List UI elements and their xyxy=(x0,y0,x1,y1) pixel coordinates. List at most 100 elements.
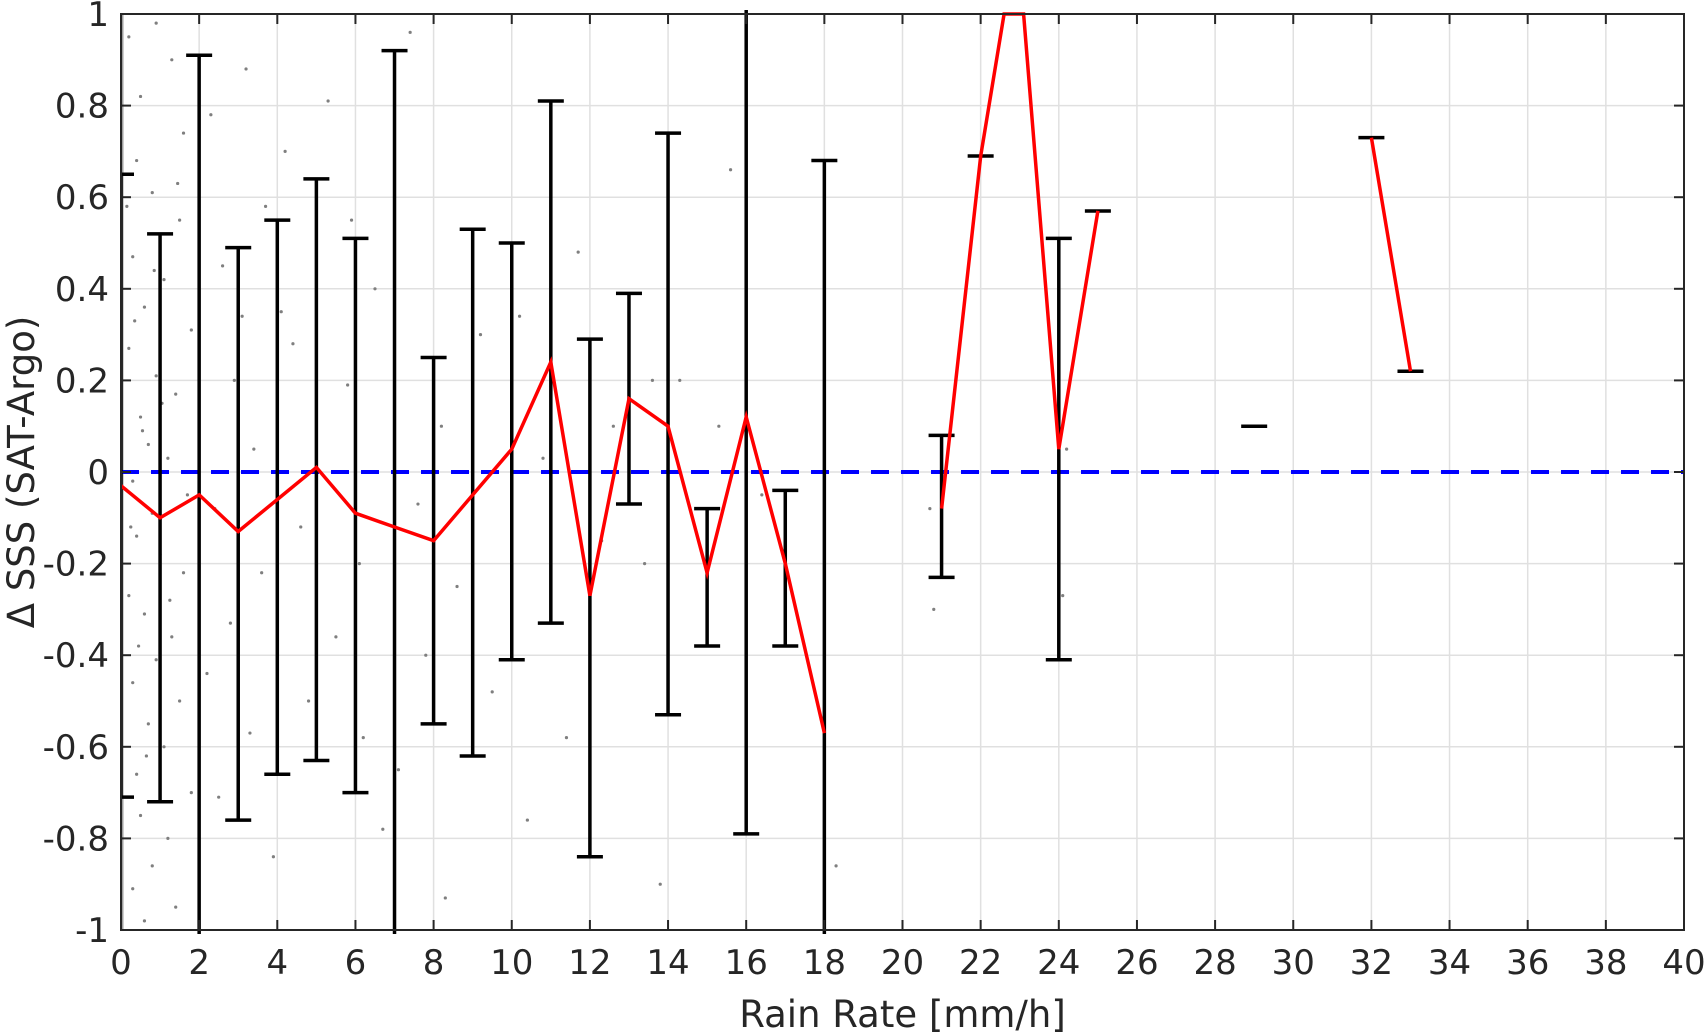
scatter-point xyxy=(205,671,209,676)
scatter-point xyxy=(373,287,377,291)
scatter-point xyxy=(166,456,170,460)
error-bar xyxy=(264,218,291,777)
scatter-point xyxy=(326,99,330,103)
scatter-point xyxy=(564,736,569,740)
scatter-point xyxy=(174,905,178,909)
scatter-point xyxy=(263,204,268,208)
x-tick-label: 2 xyxy=(188,943,210,983)
scatter-point xyxy=(279,310,283,314)
y-tick-label: 0 xyxy=(87,453,109,493)
scatter-point xyxy=(127,346,131,350)
scatter-point xyxy=(349,218,354,222)
y-tick-label: 1 xyxy=(87,0,109,35)
scatter-point xyxy=(248,731,252,735)
y-tick-label: -1 xyxy=(75,911,109,951)
scatter-point xyxy=(133,319,137,323)
scatter-point xyxy=(478,333,483,337)
scatter-point xyxy=(209,113,213,117)
y-tick-label: -0.8 xyxy=(43,819,109,859)
scatter-point xyxy=(131,887,135,891)
scatter-point xyxy=(176,181,180,186)
scatter-point xyxy=(140,429,145,433)
scatter-point xyxy=(576,250,580,254)
scatter-point xyxy=(346,383,350,387)
scatter-point xyxy=(717,424,721,428)
scatter-point xyxy=(131,255,135,259)
y-axis-label: Δ SSS (SAT-Argo) xyxy=(0,316,43,629)
scatter-point xyxy=(525,818,529,822)
x-tick-label: 34 xyxy=(1428,943,1471,983)
scatter-point xyxy=(658,882,662,886)
scatter-point xyxy=(131,681,135,685)
scatter-point xyxy=(150,864,154,868)
scatter-point xyxy=(291,342,295,346)
scatter-point xyxy=(381,827,385,831)
scatter-point xyxy=(142,612,147,616)
scatter-point xyxy=(217,795,221,799)
scatter-point xyxy=(185,493,190,497)
scatter-point xyxy=(131,479,135,483)
scatter-point xyxy=(244,67,248,71)
scatter-point xyxy=(271,855,275,859)
scatter-point xyxy=(181,131,186,135)
x-tick-labels: 0 2 4 6 8 10 12 14 16 18 20 22 24 26 28 30 32 34 36 38 40 xyxy=(110,943,1705,983)
x-tick-label: 26 xyxy=(1115,943,1158,983)
scatter-point xyxy=(1061,594,1065,598)
scatter-point xyxy=(142,919,147,923)
x-tick-label: 0 xyxy=(110,943,132,983)
scatter-point xyxy=(220,264,225,268)
x-tick-label: 40 xyxy=(1662,943,1705,983)
scatter-point xyxy=(135,534,139,538)
axes-frame-layer xyxy=(120,13,1685,931)
scatter-point xyxy=(138,415,143,419)
scatter-point xyxy=(228,621,233,625)
scatter-point xyxy=(154,658,158,662)
scatter-point xyxy=(306,699,311,703)
scatter-point xyxy=(181,571,186,575)
scatter-point xyxy=(127,35,131,39)
x-tick-label: 6 xyxy=(345,943,367,983)
scatter-point xyxy=(439,424,444,428)
scatter-point xyxy=(154,21,158,25)
x-tick-label: 10 xyxy=(490,943,533,983)
scatter-point xyxy=(928,507,932,511)
scatter-point xyxy=(150,191,154,195)
scatter-point xyxy=(127,594,131,598)
scatter-point xyxy=(168,598,172,602)
scatter-point xyxy=(424,653,428,657)
scatter-point xyxy=(146,722,150,726)
scatter-point xyxy=(643,562,647,566)
scatter-point xyxy=(334,635,338,639)
y-tick-label: -0.6 xyxy=(43,728,109,768)
scatter-point xyxy=(728,168,733,172)
scatter-point xyxy=(178,218,182,222)
mean-line-segment xyxy=(1369,137,1413,372)
x-axis-label: Rain Rate [mm/h] xyxy=(739,993,1066,1035)
scatter-point xyxy=(135,158,139,163)
mean-line-segment xyxy=(939,12,1100,509)
scatter-point xyxy=(138,94,143,99)
x-tick-label: 24 xyxy=(1037,943,1080,983)
scatter-point xyxy=(152,268,156,273)
error-bar xyxy=(655,131,682,717)
error-bar xyxy=(121,172,134,799)
x-tick-label: 18 xyxy=(803,943,846,983)
scatter-point xyxy=(760,493,764,497)
scatter-point xyxy=(162,745,166,749)
scatter-point xyxy=(678,378,682,382)
scatter-point xyxy=(650,378,655,382)
scatter-point xyxy=(416,502,420,506)
x-tick-label: 14 xyxy=(646,943,689,983)
scatter-point xyxy=(396,768,401,772)
scatter-point xyxy=(240,314,244,318)
scatter-point xyxy=(834,864,838,868)
error-bar xyxy=(576,337,603,859)
scatter-point xyxy=(135,772,139,776)
scatter-point xyxy=(154,374,158,378)
scatter-point xyxy=(189,791,193,795)
scatter-point xyxy=(138,813,143,818)
y-tick-label: 0.2 xyxy=(55,361,109,401)
scatter-point xyxy=(517,314,522,318)
scatter-point xyxy=(611,424,615,428)
